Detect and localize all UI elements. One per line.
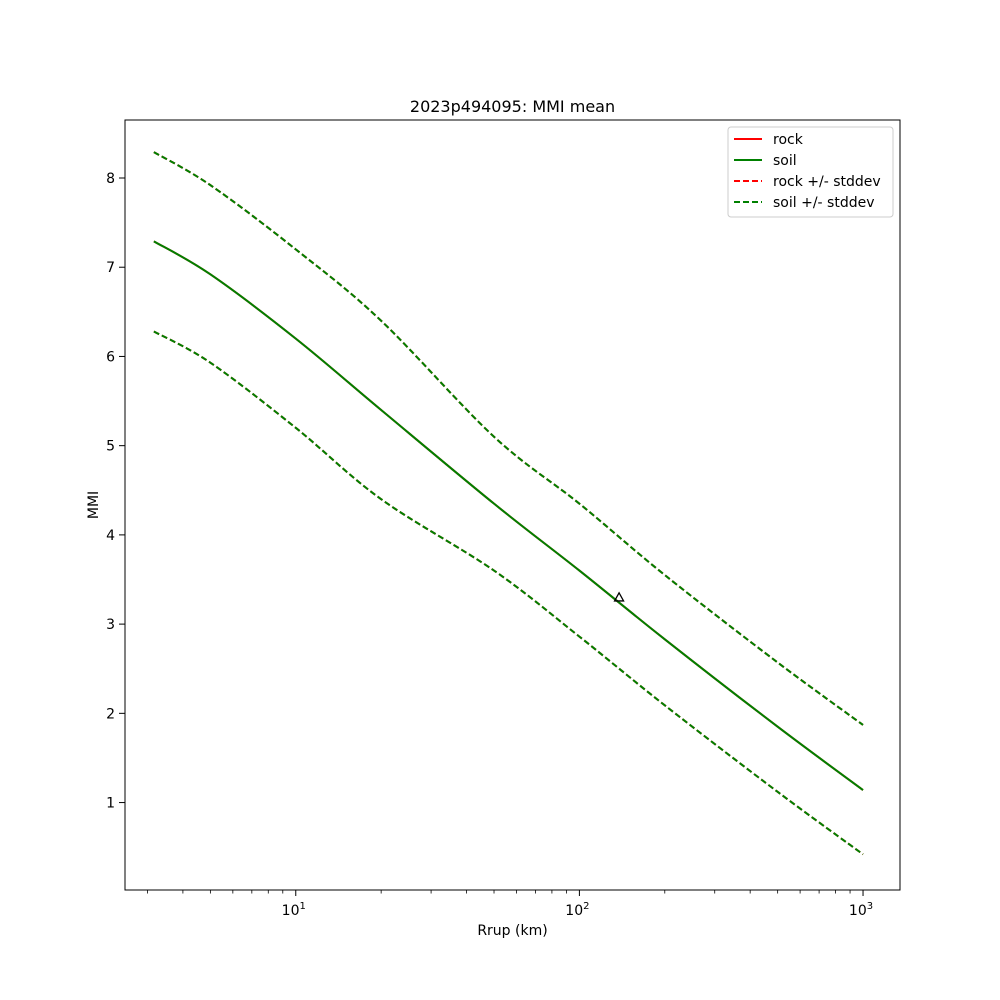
data-point-marker xyxy=(613,591,625,602)
y-tick-label: 6 xyxy=(106,349,115,365)
series-line-soil xyxy=(153,240,864,791)
legend: rock soil rock +/- stddev soil +/- stddev xyxy=(727,126,894,218)
y-tick-label: 8 xyxy=(106,171,115,187)
y-tick-label: 3 xyxy=(106,617,115,633)
y-tick-label: 1 xyxy=(106,796,115,812)
y-tick-label: 5 xyxy=(106,439,115,455)
y-tick-label: 7 xyxy=(106,260,115,276)
y-tick-label: 4 xyxy=(106,528,115,544)
x-axis-label: Rrup (km) xyxy=(477,923,547,939)
x-tick-label: 101 xyxy=(282,901,306,919)
legend-label-rock: rock xyxy=(773,132,804,148)
series-line-soil-stddev-upper xyxy=(153,151,864,726)
legend-label-soil-stddev: soil +/- stddev xyxy=(773,195,875,211)
chart-title: 2023p494095: MMI mean xyxy=(410,97,615,116)
plot-markers xyxy=(613,591,625,602)
x-axis: 101 102 103 xyxy=(147,890,873,919)
plot-lines xyxy=(153,151,864,856)
y-tick-label: 2 xyxy=(106,706,115,722)
x-tick-label: 103 xyxy=(849,901,873,919)
series-line-soil-stddev-lower xyxy=(153,330,864,856)
x-tick-label: 102 xyxy=(565,901,589,919)
y-axis: 1 2 3 4 5 6 7 8 xyxy=(106,171,125,812)
legend-label-soil: soil xyxy=(773,153,797,169)
plot-frame xyxy=(124,119,901,891)
legend-label-rock-stddev: rock +/- stddev xyxy=(773,174,881,190)
y-axis-label: MMI xyxy=(86,491,102,519)
legend-box xyxy=(727,126,894,218)
